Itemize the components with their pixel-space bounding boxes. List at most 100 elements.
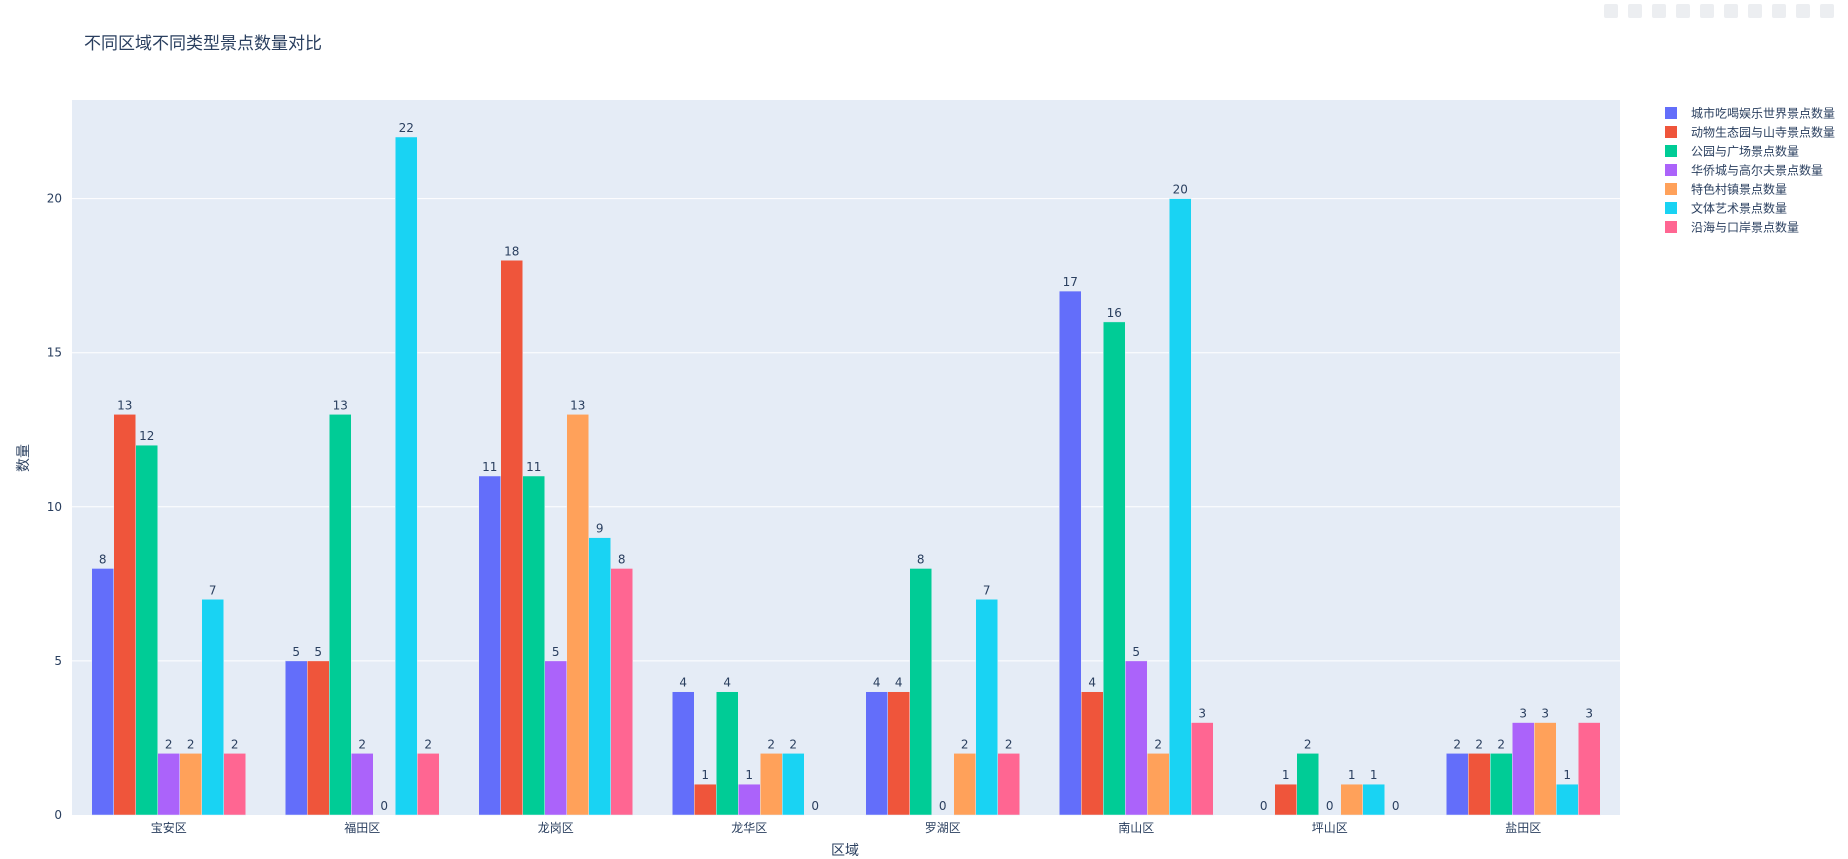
legend-item[interactable]: 沿海与口岸景点数量 [1665,220,1799,235]
bar[interactable] [1147,753,1170,816]
bar[interactable] [91,568,114,816]
bar[interactable] [113,414,136,816]
bar[interactable] [307,660,330,816]
bar[interactable] [1490,753,1513,816]
legend-swatch [1665,221,1677,233]
bar[interactable] [1446,753,1469,816]
bar[interactable] [395,136,418,816]
bar[interactable] [351,753,374,816]
bar[interactable] [1059,290,1082,816]
legend-item[interactable]: 文体艺术景点数量 [1665,201,1787,216]
bar[interactable] [500,260,523,816]
bar[interactable] [329,414,352,816]
bar[interactable] [522,475,545,816]
bar[interactable] [865,691,888,816]
bar-value-label: 13 [570,398,585,412]
bar-value-label: 8 [917,552,925,566]
zoom-out-icon[interactable] [1748,4,1762,18]
bar-value-label: 3 [1541,707,1549,721]
legend-item[interactable]: 特色村镇景点数量 [1665,182,1787,197]
bar-value-label: 2 [187,737,195,751]
bar-value-label: 2 [789,737,797,751]
bar-value-label: 2 [1497,737,1505,751]
legend[interactable]: 城市吃喝娱乐世界景点数量动物生态园与山寺景点数量公园与广场景点数量华侨城与高尔夫… [1665,106,1835,235]
bar[interactable] [1103,321,1126,816]
bar[interactable] [1081,691,1104,816]
bar[interactable] [1362,783,1385,816]
legend-item[interactable]: 公园与广场景点数量 [1665,144,1799,159]
bar[interactable] [1340,783,1363,816]
bar[interactable] [610,568,633,816]
bar[interactable] [417,753,440,816]
legend-label: 华侨城与高尔夫景点数量 [1691,163,1823,178]
bar[interactable] [1512,722,1535,816]
chart-toolbar[interactable] [1604,4,1834,18]
bar[interactable] [544,660,567,816]
box-select-icon[interactable] [1676,4,1690,18]
bar[interactable] [566,414,589,816]
bar[interactable] [478,475,501,816]
plotly-logo-icon[interactable] [1820,4,1834,18]
bar[interactable] [1125,660,1148,816]
bar[interactable] [201,599,224,816]
legend-item[interactable]: 华侨城与高尔夫景点数量 [1665,163,1823,178]
bar[interactable] [694,783,717,816]
y-tick-label: 15 [47,346,62,360]
bar[interactable] [760,753,783,816]
bar[interactable] [716,691,739,816]
bar-value-label: 4 [679,676,687,690]
bar[interactable] [887,691,910,816]
bar-value-label: 2 [358,737,366,751]
bar[interactable] [672,691,695,816]
x-tick-label: 龙华区 [731,821,767,835]
bar[interactable] [135,444,158,816]
bar[interactable] [223,753,246,816]
autoscale-icon[interactable] [1772,4,1786,18]
legend-label: 城市吃喝娱乐世界景点数量 [1691,106,1835,121]
legend-item[interactable]: 动物生态园与山寺景点数量 [1665,125,1835,140]
bar[interactable] [997,753,1020,816]
bar[interactable] [588,537,611,816]
bar[interactable] [909,568,932,816]
bar[interactable] [1534,722,1557,816]
lasso-select-icon[interactable] [1700,4,1714,18]
x-axis-ticks: 宝安区 福田区 龙岗区 龙华区 罗湖区 南山区 坪山区 盐田区 [151,820,1542,835]
bar[interactable] [285,660,308,816]
y-tick-label: 5 [54,654,62,668]
bar-value-label: 2 [424,737,432,751]
camera-icon[interactable] [1604,4,1618,18]
pan-icon[interactable] [1652,4,1666,18]
legend-swatch [1665,183,1677,195]
bar[interactable] [1296,753,1319,816]
bar[interactable] [1169,198,1192,816]
y-tick-label: 0 [54,808,62,822]
bar[interactable] [1191,722,1214,816]
bar[interactable] [179,753,202,816]
bar-value-label: 1 [1370,768,1378,782]
bar[interactable] [157,753,180,816]
chart-title: 不同区域不同类型景点数量对比 [84,34,322,54]
bar[interactable] [1274,783,1297,816]
bar[interactable] [975,599,998,816]
x-tick-label: 龙岗区 [538,821,574,835]
bar-value-label: 9 [596,522,604,536]
bar-value-label: 2 [1005,737,1013,751]
bar[interactable] [1468,753,1491,816]
legend-item[interactable]: 城市吃喝娱乐世界景点数量 [1665,106,1835,121]
bar[interactable] [953,753,976,816]
bar[interactable] [1556,783,1579,816]
bar-value-label: 11 [526,460,541,474]
zoom-in-icon[interactable] [1724,4,1738,18]
bar-value-label: 0 [380,799,388,813]
reset-axes-icon[interactable] [1796,4,1810,18]
zoom-icon[interactable] [1628,4,1642,18]
bar[interactable] [1578,722,1601,816]
bar-value-label: 12 [139,429,154,443]
bar[interactable] [738,783,761,816]
bar-value-label: 22 [399,121,414,135]
bar[interactable] [782,753,805,816]
bar-value-label: 11 [482,460,497,474]
bar-series[interactable] [91,136,1601,816]
